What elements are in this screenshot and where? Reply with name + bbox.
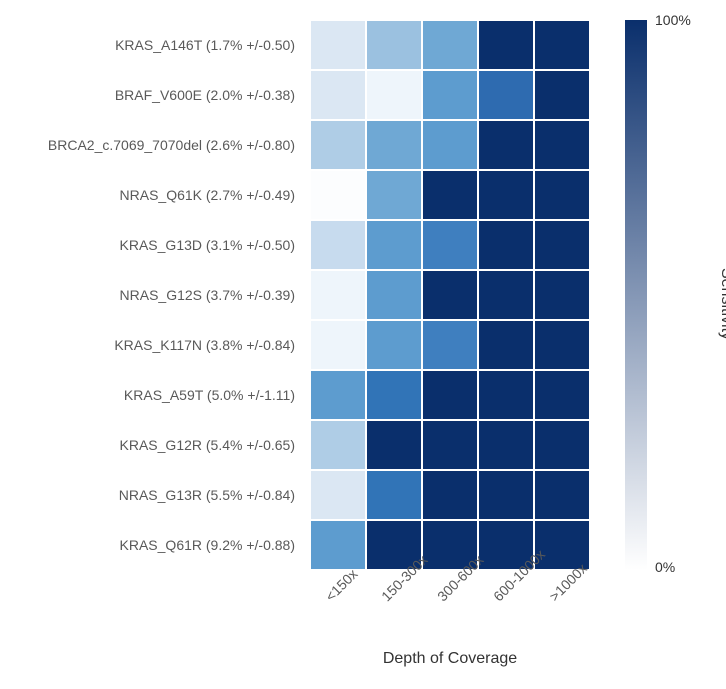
heatmap-row: [310, 20, 590, 70]
heatmap-cell: [534, 120, 590, 170]
heatmap-grid: [310, 20, 590, 570]
heatmap-cell: [310, 470, 366, 520]
heatmap-cell: [534, 270, 590, 320]
row-label: BRCA2_c.7069_7070del (2.6% +/-0.80): [0, 120, 305, 170]
heatmap-cell: [422, 470, 478, 520]
heatmap-cell: [478, 270, 534, 320]
heatmap-cell: [366, 420, 422, 470]
row-label: KRAS_A146T (1.7% +/-0.50): [0, 20, 305, 70]
heatmap-cell: [422, 170, 478, 220]
heatmap-cell: [422, 220, 478, 270]
heatmap-cell: [366, 370, 422, 420]
colorbar: [625, 20, 647, 570]
row-label: KRAS_K117N (3.8% +/-0.84): [0, 320, 305, 370]
row-label: NRAS_Q61K (2.7% +/-0.49): [0, 170, 305, 220]
heatmap-cell: [478, 370, 534, 420]
row-label: KRAS_G13D (3.1% +/-0.50): [0, 220, 305, 270]
heatmap-cell: [310, 70, 366, 120]
heatmap-cell: [534, 420, 590, 470]
heatmap-cell: [366, 70, 422, 120]
heatmap-cell: [534, 20, 590, 70]
heatmap-cell: [366, 20, 422, 70]
heatmap-row: [310, 220, 590, 270]
row-labels-container: KRAS_A146T (1.7% +/-0.50)BRAF_V600E (2.0…: [0, 20, 305, 570]
heatmap-cell: [310, 420, 366, 470]
heatmap-cell: [478, 170, 534, 220]
heatmap-row: [310, 370, 590, 420]
heatmap-cell: [310, 270, 366, 320]
heatmap-cell: [534, 470, 590, 520]
heatmap-cell: [310, 120, 366, 170]
heatmap-cell: [422, 370, 478, 420]
heatmap-cell: [310, 170, 366, 220]
heatmap-cell: [422, 120, 478, 170]
row-label: NRAS_G13R (5.5% +/-0.84): [0, 470, 305, 520]
heatmap-cell: [534, 320, 590, 370]
heatmap-cell: [534, 370, 590, 420]
heatmap-row: [310, 270, 590, 320]
column-labels-container: <150x150-300x300-600x600-1000x>1000x: [310, 575, 590, 645]
heatmap-cell: [366, 120, 422, 170]
heatmap-cell: [422, 20, 478, 70]
heatmap-cell: [310, 370, 366, 420]
heatmap-cell: [422, 420, 478, 470]
heatmap-cell: [478, 420, 534, 470]
colorbar-title: Sensitivity: [717, 268, 726, 340]
heatmap-row: [310, 320, 590, 370]
heatmap-cell: [366, 170, 422, 220]
heatmap-cell: [478, 470, 534, 520]
heatmap-row: [310, 170, 590, 220]
heatmap-cell: [366, 320, 422, 370]
heatmap-cell: [422, 320, 478, 370]
row-label: KRAS_Q61R (9.2% +/-0.88): [0, 520, 305, 570]
heatmap-cell: [478, 320, 534, 370]
heatmap-cell: [310, 320, 366, 370]
heatmap-row: [310, 120, 590, 170]
x-axis-title: Depth of Coverage: [310, 650, 590, 668]
row-label: NRAS_G12S (3.7% +/-0.39): [0, 270, 305, 320]
heatmap-cell: [366, 470, 422, 520]
heatmap-cell: [366, 220, 422, 270]
heatmap-cell: [478, 120, 534, 170]
heatmap-row: [310, 470, 590, 520]
heatmap-cell: [478, 20, 534, 70]
heatmap-cell: [478, 220, 534, 270]
colorbar-min-label: 0%: [655, 559, 675, 575]
heatmap-row: [310, 420, 590, 470]
heatmap-cell: [422, 270, 478, 320]
heatmap-cell: [534, 170, 590, 220]
heatmap-cell: [422, 70, 478, 120]
heatmap-cell: [310, 20, 366, 70]
heatmap-cell: [366, 270, 422, 320]
heatmap-cell: [534, 220, 590, 270]
heatmap-cell: [310, 520, 366, 570]
colorbar-max-label: 100%: [655, 12, 691, 28]
row-label: BRAF_V600E (2.0% +/-0.38): [0, 70, 305, 120]
row-label: KRAS_G12R (5.4% +/-0.65): [0, 420, 305, 470]
heatmap-cell: [534, 70, 590, 120]
heatmap-cell: [310, 220, 366, 270]
heatmap-chart: KRAS_A146T (1.7% +/-0.50)BRAF_V600E (2.0…: [0, 0, 726, 689]
row-label: KRAS_A59T (5.0% +/-1.11): [0, 370, 305, 420]
column-label: <150x: [322, 566, 361, 605]
heatmap-row: [310, 520, 590, 570]
heatmap-row: [310, 70, 590, 120]
heatmap-cell: [478, 70, 534, 120]
